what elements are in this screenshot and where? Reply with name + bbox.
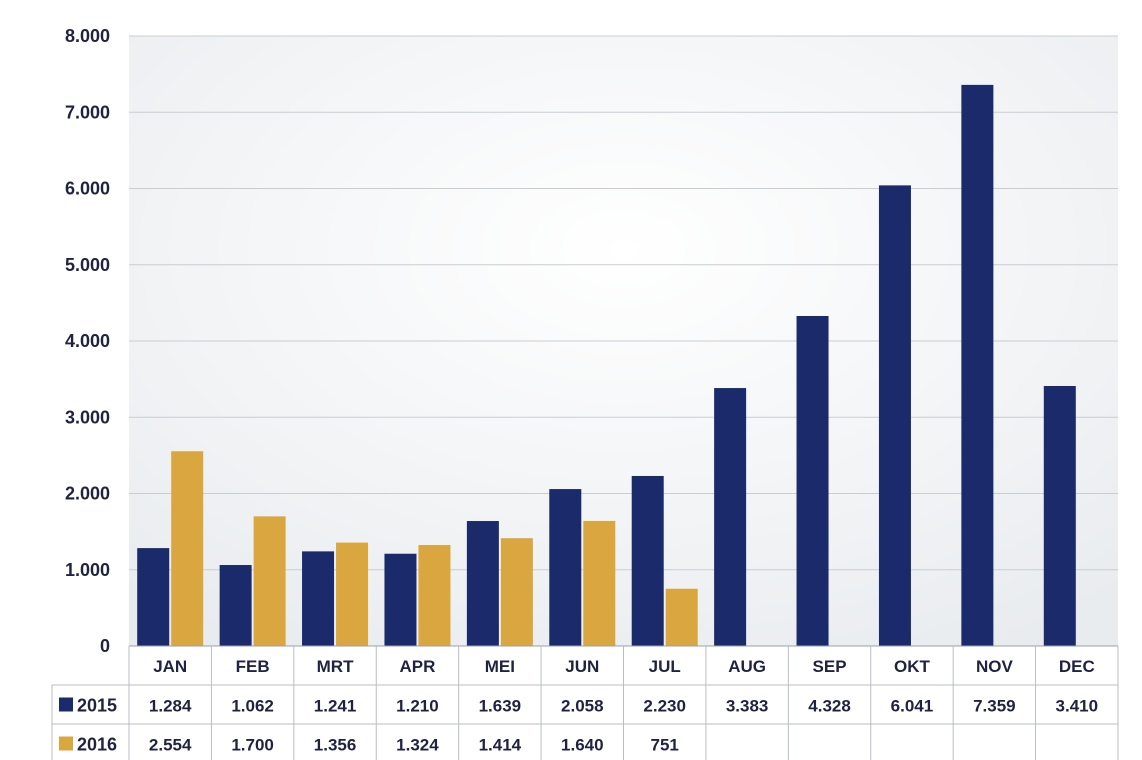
y-tick-label: 6.000 (65, 179, 110, 199)
x-category-label: DEC (1059, 657, 1095, 676)
bar-2016-jul (665, 588, 698, 646)
x-category-label: SEP (813, 657, 847, 676)
bar-2015-jul (631, 475, 664, 646)
data-label-2016: 751 (651, 736, 679, 755)
bar-2016-feb (253, 516, 286, 646)
x-category-label: APR (400, 657, 436, 676)
y-tick-label: 0 (100, 636, 110, 656)
x-category-label: MRT (317, 657, 354, 676)
data-label-2015: 1.284 (149, 697, 192, 716)
x-category-label: JUL (649, 657, 681, 676)
x-category-label: JAN (153, 657, 187, 676)
bar-2016-jan (171, 451, 204, 646)
y-tick-label: 1.000 (65, 560, 110, 580)
legend-key-2015 (59, 697, 73, 712)
bar-2015-dec (1043, 385, 1076, 646)
bar-2015-mrt (302, 551, 335, 646)
bar-2016-jun (583, 520, 616, 646)
x-category-label: OKT (894, 657, 931, 676)
bar-2015-okt (878, 185, 911, 646)
bar-2015-nov (961, 84, 994, 647)
data-label-2016: 1.640 (561, 736, 604, 755)
data-label-2015: 3.383 (726, 697, 769, 716)
data-label-2015: 1.210 (396, 697, 439, 716)
bar-2015-feb (219, 565, 252, 646)
bar-2015-sep (796, 315, 829, 646)
data-label-2016: 1.324 (396, 736, 439, 755)
data-label-2016: 1.700 (231, 736, 274, 755)
bar-2015-jan (137, 548, 170, 646)
y-tick-label: 5.000 (65, 255, 110, 275)
data-label-2016: 1.356 (314, 736, 357, 755)
y-tick-label: 8.000 (65, 26, 110, 46)
x-category-label: JUN (565, 657, 599, 676)
data-label-2015: 1.062 (231, 697, 274, 716)
bar-2015-apr (384, 553, 417, 646)
bar-2016-apr (418, 545, 451, 646)
y-tick-label: 2.000 (65, 484, 110, 504)
data-label-2015: 7.359 (973, 697, 1016, 716)
data-label-2015: 6.041 (891, 697, 934, 716)
data-label-2015: 4.328 (808, 697, 851, 716)
bar-2016-mrt (336, 542, 369, 646)
y-tick-label: 7.000 (65, 102, 110, 122)
legend-label-2016: 2016 (77, 735, 117, 755)
bar-2016-mei (500, 538, 533, 646)
bar-2015-aug (714, 388, 747, 646)
bar-2015-jun (549, 489, 582, 646)
data-label-2015: 1.241 (314, 697, 357, 716)
data-label-2015: 1.639 (479, 697, 522, 716)
x-category-label: NOV (976, 657, 1014, 676)
x-category-label: FEB (236, 657, 270, 676)
legend-key-2016 (59, 736, 73, 751)
legend-label-2015: 2015 (77, 696, 117, 716)
x-category-label: MEI (485, 657, 515, 676)
data-label-2016: 1.414 (479, 736, 522, 755)
y-tick-label: 4.000 (65, 331, 110, 351)
data-label-2015: 2.230 (643, 697, 686, 716)
data-label-2016: 2.554 (149, 736, 192, 755)
data-label-2015: 3.410 (1056, 697, 1099, 716)
y-tick-label: 3.000 (65, 407, 110, 427)
data-label-2015: 2.058 (561, 697, 604, 716)
bar-2015-mei (466, 521, 499, 646)
x-category-label: AUG (728, 657, 766, 676)
